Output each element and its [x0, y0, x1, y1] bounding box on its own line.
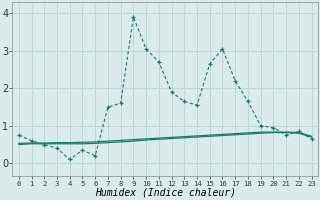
X-axis label: Humidex (Indice chaleur): Humidex (Indice chaleur): [95, 188, 236, 198]
